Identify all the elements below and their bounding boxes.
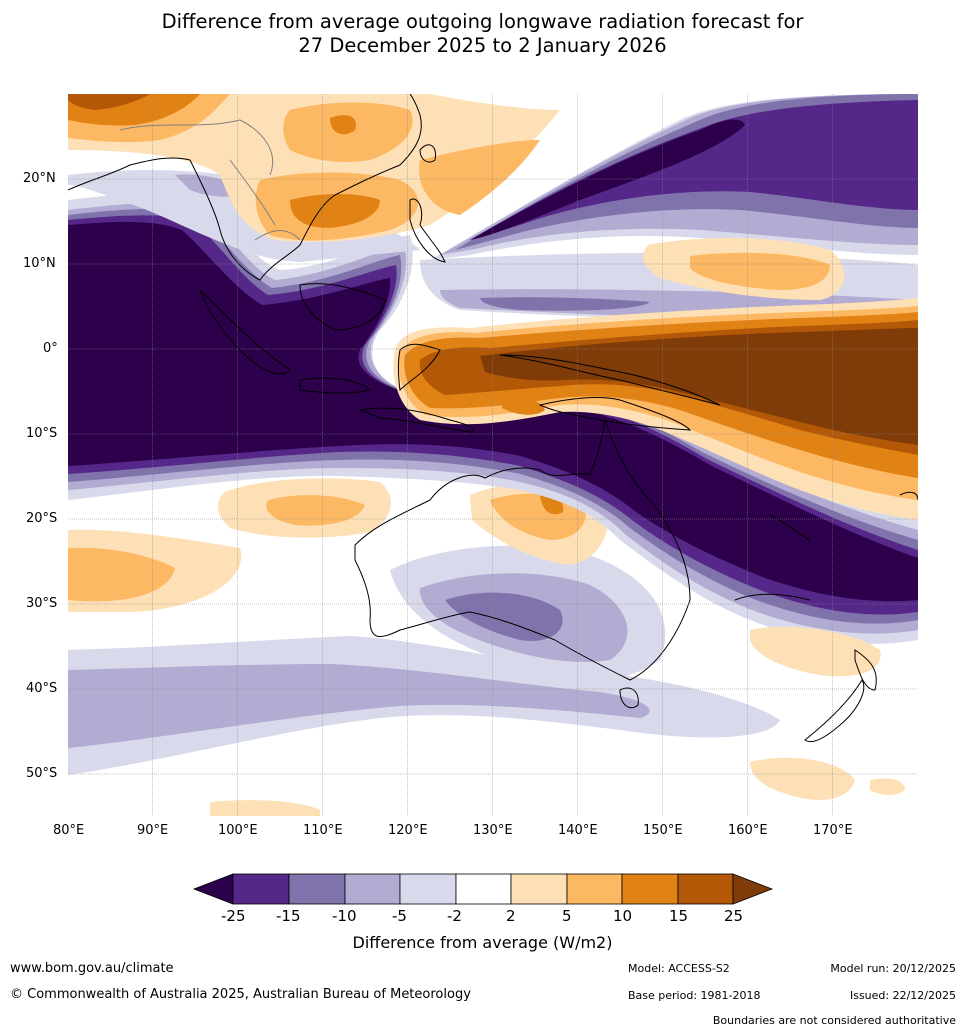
lat-label: 20°N (23, 171, 56, 186)
borders (119, 119, 301, 241)
colorbar-bin (455, 873, 512, 905)
colorbar-extend-low (192, 873, 234, 905)
colorbar-tick: -5 (392, 907, 407, 925)
lat-label: 20°S (26, 511, 58, 526)
lon-label: 130°E (473, 823, 513, 838)
lon-label: 110°E (303, 823, 343, 838)
colorbar-bin (288, 873, 346, 905)
colorbar-tick: -15 (276, 907, 301, 925)
colorbar-tick: 15 (669, 907, 689, 925)
colorbar-tick: -10 (332, 907, 357, 925)
colorbar (192, 873, 774, 905)
lon-label: 160°E (728, 823, 768, 838)
lon-label: 140°E (558, 823, 598, 838)
colorbar-tick: -25 (221, 907, 246, 925)
copyright: © Commonwealth of Australia 2025, Austra… (10, 987, 471, 1002)
lon-label: 90°E (137, 823, 169, 838)
lon-label: 150°E (643, 823, 683, 838)
lat-label: 10°N (23, 256, 56, 271)
lat-label: 50°S (26, 766, 58, 781)
chart-title: Difference from average outgoing longwav… (0, 10, 965, 58)
base-period: Base period: 1981-2018 (628, 989, 761, 1002)
anomaly-field (68, 94, 918, 816)
graticule (68, 94, 918, 816)
colorbar-bin (621, 873, 679, 905)
lat-label: 40°S (26, 681, 58, 696)
lon-label: 100°E (218, 823, 258, 838)
colorbar-tick: 10 (613, 907, 633, 925)
colorbar-bin (510, 873, 568, 905)
lon-label: 120°E (388, 823, 428, 838)
website-link[interactable]: www.bom.gov.au/climate (10, 961, 174, 976)
colorbar-extend-high (732, 873, 774, 905)
colorbar-bin (399, 873, 457, 905)
colorbar-bin (677, 873, 734, 905)
colorbar-bin (566, 873, 623, 905)
issued-date: Issued: 22/12/2025 (849, 989, 956, 1002)
colorbar-tick: 25 (724, 907, 744, 925)
colorbar-tick: 2 (506, 907, 516, 925)
lat-label: 30°S (26, 596, 58, 611)
colorbar-tick: 5 (562, 907, 572, 925)
disclaimer: Boundaries are not considered authoritat… (712, 1014, 956, 1027)
lat-label: 0° (43, 341, 58, 356)
lat-label: 10°S (26, 426, 58, 441)
title-line-2: 27 December 2025 to 2 January 2026 (298, 34, 667, 57)
title-line-1: Difference from average outgoing longwav… (161, 10, 804, 33)
colorbar-bin (344, 873, 401, 905)
lon-label: 170°E (813, 823, 853, 838)
colorbar-label: Difference from average (W/m2) (352, 933, 613, 952)
coastlines (68, 94, 918, 743)
model-name: Model: ACCESS-S2 (628, 962, 730, 975)
model-run: Model run: 20/12/2025 (830, 962, 956, 975)
colorbar-bin (232, 873, 290, 905)
colorbar-tick: -2 (447, 907, 462, 925)
lon-label: 80°E (53, 823, 85, 838)
